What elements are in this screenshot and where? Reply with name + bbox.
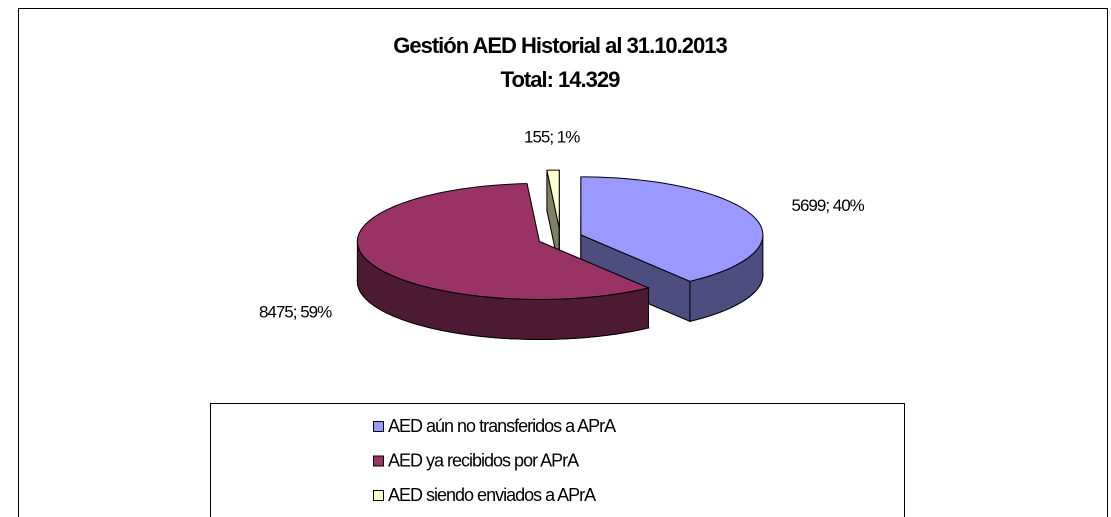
- legend-label: AED ya recibidos por APrA: [388, 450, 579, 470]
- legend-swatch: [373, 490, 384, 501]
- slice: [546, 169, 560, 269]
- legend-swatch: [373, 455, 384, 467]
- slice-top: [356, 183, 651, 300]
- legend-swatch: [373, 421, 384, 432]
- slice-top: [546, 169, 560, 229]
- slice-top: [580, 176, 764, 282]
- data-label: 8475; 59%: [259, 302, 332, 321]
- slice: [580, 176, 764, 323]
- data-label: 5699; 40%: [792, 196, 865, 215]
- legend-label: AED aún no transferidos a APrA: [388, 416, 616, 436]
- legend-box: [210, 403, 905, 517]
- chart-title: Gestión AED Historial al 31.10.2013: [393, 33, 727, 58]
- data-label: 155; 1%: [524, 128, 580, 147]
- chart-subtitle: Total: 14.329: [501, 67, 620, 92]
- slice: [356, 183, 651, 340]
- legend-label: AED siendo enviados a APrA: [388, 485, 596, 505]
